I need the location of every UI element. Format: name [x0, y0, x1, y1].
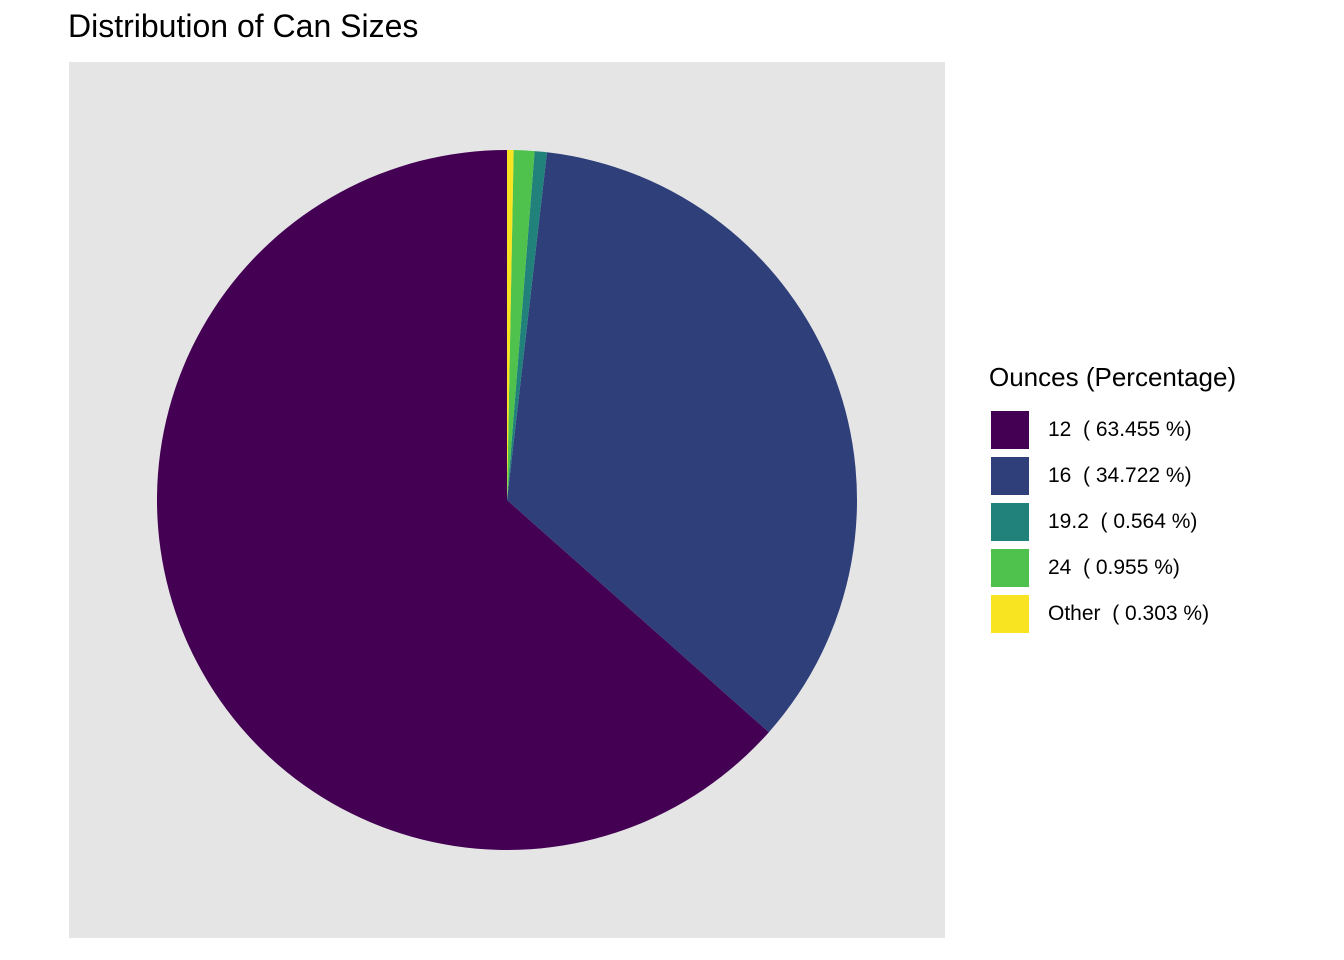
legend-swatch [989, 501, 1031, 543]
legend-label: 24 ( 0.955 %) [1048, 556, 1180, 579]
legend-swatch [989, 593, 1031, 635]
pie-slice-19-2 [507, 151, 547, 500]
legend-item: 19.2 ( 0.564 %) [989, 499, 1329, 545]
legend-items: 12 ( 63.455 %) 16 ( 34.722 %) 19.2 ( 0.564… [989, 407, 1329, 637]
legend-swatch [989, 409, 1031, 451]
legend-label: 19.2 ( 0.564 %) [1048, 510, 1198, 533]
legend-item: 12 ( 63.455 %) [989, 407, 1329, 453]
legend-item: 16 ( 34.722 %) [989, 453, 1329, 499]
pie-slice-16 [507, 152, 857, 733]
legend-swatch [989, 455, 1031, 497]
legend: Ounces (Percentage) 12 ( 63.455 %) 16 ( 3… [989, 362, 1329, 637]
pie-slice-other [507, 149, 514, 500]
chart-title: Distribution of Can Sizes [68, 8, 419, 44]
plot-panel [69, 62, 945, 938]
legend-item: Other ( 0.303 %) [989, 591, 1329, 637]
legend-label: 12 ( 63.455 %) [1048, 418, 1192, 441]
legend-item: 24 ( 0.955 %) [989, 545, 1329, 591]
legend-title: Ounces (Percentage) [989, 362, 1237, 392]
pie-slice-24 [507, 150, 535, 500]
legend-label: 16 ( 34.722 %) [1048, 464, 1192, 487]
pie-slice-12 [156, 150, 769, 851]
pie-chart [156, 149, 857, 851]
legend-swatch [989, 547, 1031, 589]
legend-label: Other ( 0.303 %) [1048, 602, 1210, 625]
